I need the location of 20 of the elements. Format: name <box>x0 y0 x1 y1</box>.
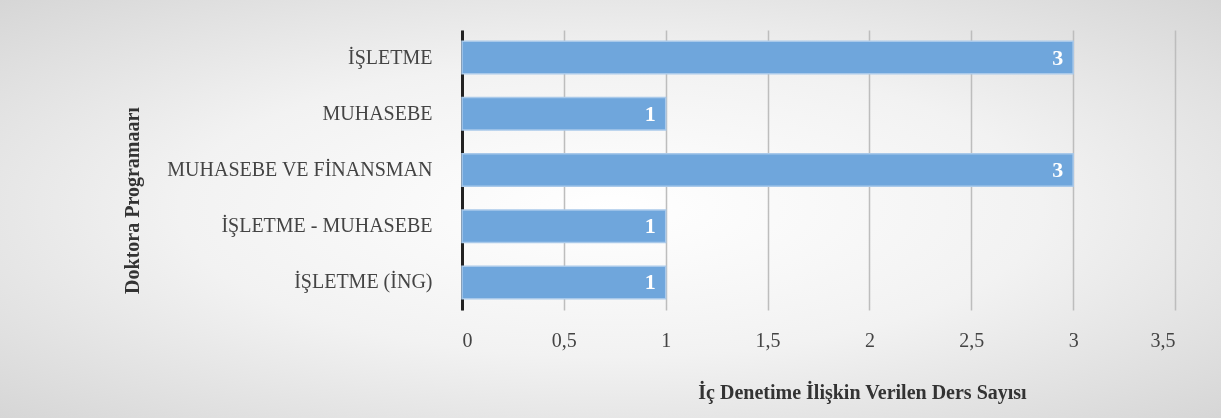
x-tick-label: 0,5 <box>551 328 577 351</box>
data-label: 3 <box>1052 44 1064 70</box>
y-tick-label: MUHASEBE VE FİNANSMAN <box>167 158 433 180</box>
x-tick-label: 2,5 <box>959 328 985 351</box>
x-tick-label: 3,5 <box>1150 328 1176 351</box>
x-tick-label: 3 <box>1068 328 1079 351</box>
x-tick-label: 0 <box>462 328 473 351</box>
y-tick-label: İŞLETME (İNG) <box>294 270 433 294</box>
y-axis-title: Doktora Programaarı <box>120 106 144 294</box>
x-axis-title: İç Denetime İlişkin Verilen Ders Sayısı <box>698 379 1028 404</box>
data-label: 3 <box>1052 157 1064 182</box>
y-tick-label: MUHASEBE <box>322 101 433 124</box>
data-label: 1 <box>644 269 656 295</box>
x-tick-label: 1,5 <box>755 328 781 351</box>
y-tick-label: İŞLETME <box>348 45 433 69</box>
data-label: 1 <box>644 213 656 239</box>
x-tick-label: 2 <box>864 328 875 351</box>
y-tick-label: İŞLETME - MUHASEBE <box>221 214 433 238</box>
x-tick-label: 1 <box>661 328 672 351</box>
data-label: 1 <box>644 100 656 126</box>
